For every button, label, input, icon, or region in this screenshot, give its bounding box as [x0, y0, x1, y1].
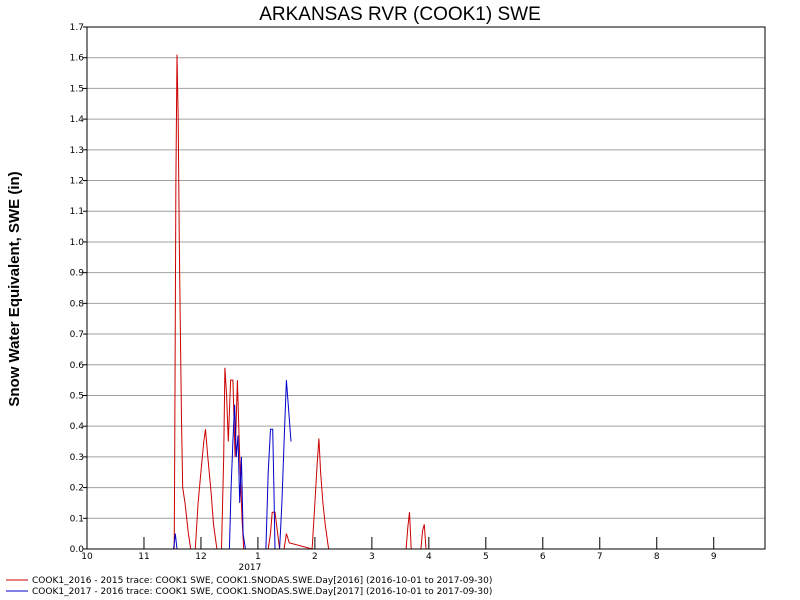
y-tick-label: 1.4 — [70, 115, 85, 125]
y-tick-label: 0.4 — [70, 422, 85, 432]
x-tick-label: 12 — [195, 552, 206, 562]
y-tick-label: 1.1 — [70, 207, 84, 217]
y-tick-label: 0.8 — [70, 299, 85, 309]
y-tick-label: 0.9 — [70, 269, 85, 279]
legend-label-1: COOK1_2016 - 2015 trace: COOK1 SWE, COOK… — [32, 576, 492, 586]
y-axis-label: Snow Water Equivalent, SWE (in) — [6, 171, 23, 406]
legend-label-2: COOK1_2017 - 2016 trace: COOK1 SWE, COOK… — [32, 587, 492, 597]
tick-layer: 0.0 0.1 0.2 0.3 0.4 0.5 0.6 0.7 0.8 0.9 1.0 1.1 1.2 1… — [70, 23, 717, 573]
x-tick-label: 10 — [81, 552, 93, 562]
y-tick-label: 0.1 — [70, 514, 84, 524]
y-tick-label: 0.6 — [70, 361, 85, 371]
x-tick-label: 3 — [369, 552, 375, 562]
y-tick-label: 1.0 — [70, 238, 85, 248]
chart-title: ARKANSAS RVR (COOK1) SWE — [259, 4, 541, 25]
y-tick-label: 1.5 — [70, 84, 84, 94]
y-tick-label: 0.0 — [70, 545, 85, 555]
legend: COOK1_2016 - 2015 trace: COOK1 SWE, COOK… — [6, 576, 492, 597]
x-tick-label: 8 — [654, 552, 660, 562]
x-tick-label: 9 — [711, 552, 717, 562]
y-tick-label: 1.6 — [70, 54, 85, 64]
x-tick-label: 1 — [255, 552, 261, 562]
x-tick-label: 4 — [426, 552, 432, 562]
y-tick-label: 1.7 — [70, 23, 84, 33]
y-tick-label: 1.3 — [70, 146, 84, 156]
y-tick-label: 0.5 — [70, 391, 84, 401]
x-tick-label: 11 — [138, 552, 149, 562]
x-year-label: 2017 — [238, 563, 261, 573]
y-tick-label: 0.3 — [70, 453, 84, 463]
y-tick-label: 0.7 — [70, 330, 84, 340]
plot-area-frame — [86, 26, 766, 550]
x-tick-label: 5 — [483, 552, 489, 562]
y-tick-label: 0.2 — [70, 484, 84, 494]
x-tick-label: 6 — [540, 552, 546, 562]
series-line-1 — [173, 54, 427, 550]
x-tick-label: 7 — [597, 552, 603, 562]
y-tick-label: 1.2 — [70, 177, 84, 187]
x-tick-label: 2 — [312, 552, 318, 562]
